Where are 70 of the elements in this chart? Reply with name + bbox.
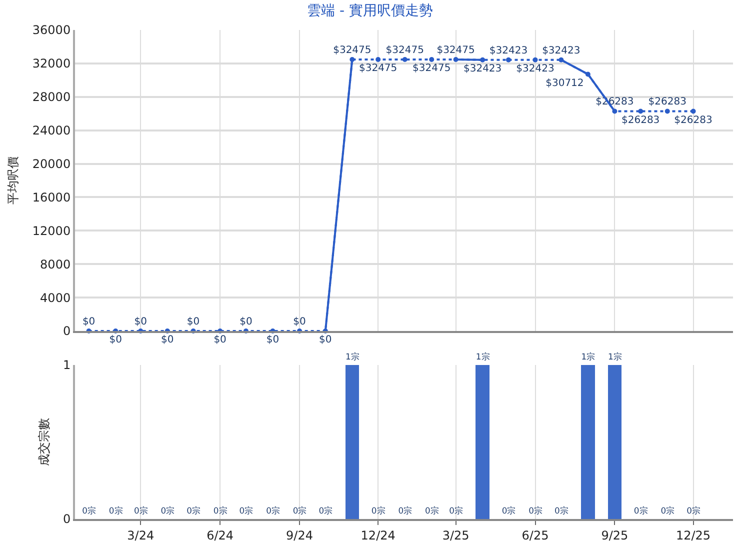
data-label: $0 bbox=[214, 334, 226, 346]
y-tick-label: 1 bbox=[62, 358, 71, 372]
data-label: $0 bbox=[266, 334, 280, 346]
data-label: 1宗 bbox=[476, 352, 490, 362]
x-tick-label: 6/25 bbox=[522, 528, 549, 542]
data-label: 0宗 bbox=[449, 506, 462, 516]
data-label: $30712 bbox=[546, 78, 584, 89]
data-label: $0 bbox=[293, 316, 306, 328]
data-label: $32423 bbox=[463, 64, 502, 75]
data-label: $32475 bbox=[333, 44, 372, 56]
data-label: $0 bbox=[186, 316, 200, 328]
data-label: 0宗 bbox=[292, 506, 306, 516]
data-label: 0宗 bbox=[186, 506, 200, 516]
data-label: $0 bbox=[319, 334, 332, 346]
data-label: $0 bbox=[82, 316, 96, 328]
x-tick-label: 6/24 bbox=[206, 528, 234, 542]
data-label: $32423 bbox=[542, 45, 580, 56]
chart-title: 雲端 - 實用呎價走勢 bbox=[307, 2, 433, 19]
data-label: $32475 bbox=[412, 63, 451, 74]
data-label: $32475 bbox=[358, 63, 398, 74]
y-tick-label: 16000 bbox=[32, 190, 71, 204]
y-tick-label: 20000 bbox=[32, 156, 71, 171]
data-label: $0 bbox=[161, 334, 174, 346]
x-tick-label: 12/24 bbox=[360, 528, 396, 542]
data-label: $0 bbox=[109, 334, 122, 346]
data-label: 0宗 bbox=[266, 506, 280, 516]
data-label: $0 bbox=[240, 316, 252, 328]
data-label: 0宗 bbox=[213, 506, 227, 516]
data-label: $26283 bbox=[674, 114, 712, 126]
data-label: 0宗 bbox=[502, 506, 516, 516]
data-label: $26283 bbox=[622, 114, 660, 126]
data-label: $32475 bbox=[386, 44, 424, 56]
data-label: 0宗 bbox=[634, 506, 648, 516]
data-label: 0宗 bbox=[528, 506, 542, 516]
y-tick-label: 32000 bbox=[32, 56, 71, 71]
data-label: 0宗 bbox=[686, 506, 700, 516]
data-label: 0宗 bbox=[160, 506, 174, 516]
data-label: 1宗 bbox=[581, 352, 595, 362]
data-label: $32475 bbox=[436, 44, 475, 56]
y-tick-label: 24000 bbox=[32, 124, 71, 138]
data-label: $0 bbox=[134, 316, 147, 328]
y-tick-label: 0 bbox=[62, 512, 71, 526]
x-tick-label: 3/25 bbox=[442, 528, 470, 542]
data-label: $26283 bbox=[648, 96, 686, 108]
y-tick-label: 8000 bbox=[40, 257, 71, 272]
y-tick-label: 36000 bbox=[32, 23, 71, 38]
data-label: 0宗 bbox=[398, 506, 412, 516]
x-tick-label: 3/24 bbox=[127, 528, 154, 542]
data-label: 0宗 bbox=[660, 506, 674, 516]
data-label: 0宗 bbox=[82, 506, 96, 516]
data-label: 0宗 bbox=[134, 506, 148, 516]
data-label: 1宗 bbox=[346, 352, 359, 362]
y-tick-label: 0 bbox=[62, 324, 71, 338]
x-tick-label: 9/25 bbox=[601, 528, 628, 542]
y-tick-label: 28000 bbox=[32, 90, 71, 104]
data-label: 0宗 bbox=[318, 506, 332, 516]
y-tick-label: 12000 bbox=[32, 224, 71, 238]
data-label: $32423 bbox=[516, 64, 554, 75]
data-label: 0宗 bbox=[554, 506, 568, 516]
data-label: 0宗 bbox=[108, 506, 122, 516]
data-label: $32423 bbox=[489, 45, 528, 56]
data-label: 0宗 bbox=[424, 506, 438, 516]
x-tick-label: 12/25 bbox=[676, 528, 711, 542]
data-label: 0宗 bbox=[371, 506, 385, 516]
y-axis-title: 成交宗數 bbox=[36, 418, 51, 466]
x-tick-label: 9/24 bbox=[286, 528, 313, 542]
y-tick-label: 4000 bbox=[40, 290, 71, 305]
y-axis-title: 平均呎價 bbox=[6, 156, 20, 204]
data-label: 1宗 bbox=[608, 352, 622, 362]
data-label: 0宗 bbox=[239, 506, 253, 516]
